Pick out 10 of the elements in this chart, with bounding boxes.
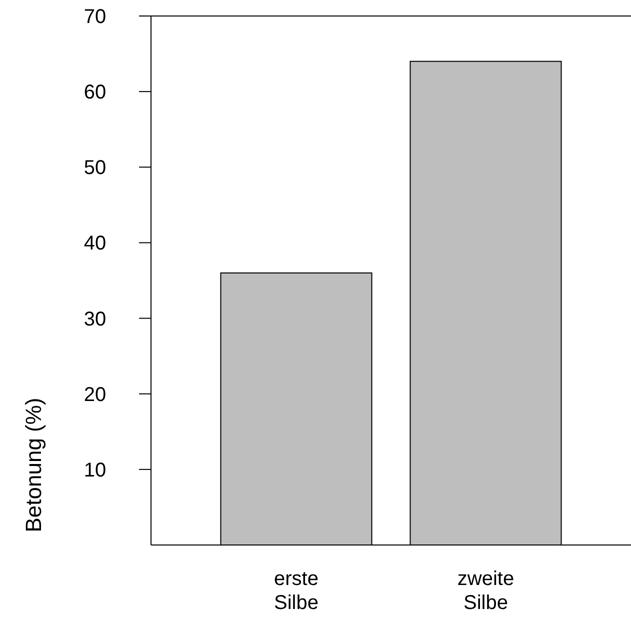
- y-tick-label: 20: [84, 384, 106, 406]
- x-tick-label: erste Silbe: [274, 568, 318, 614]
- y-tick-label: 70: [84, 6, 106, 28]
- y-tick-label: 50: [84, 157, 106, 180]
- y-tick-label: 40: [84, 232, 106, 255]
- y-tick-label: 10: [84, 459, 106, 482]
- y-axis-title: Betonung (%): [21, 398, 46, 532]
- y-tick-label: 60: [84, 82, 106, 104]
- y-tick-label: 30: [84, 308, 106, 330]
- x-tick-label: zweite Silbe: [457, 568, 514, 614]
